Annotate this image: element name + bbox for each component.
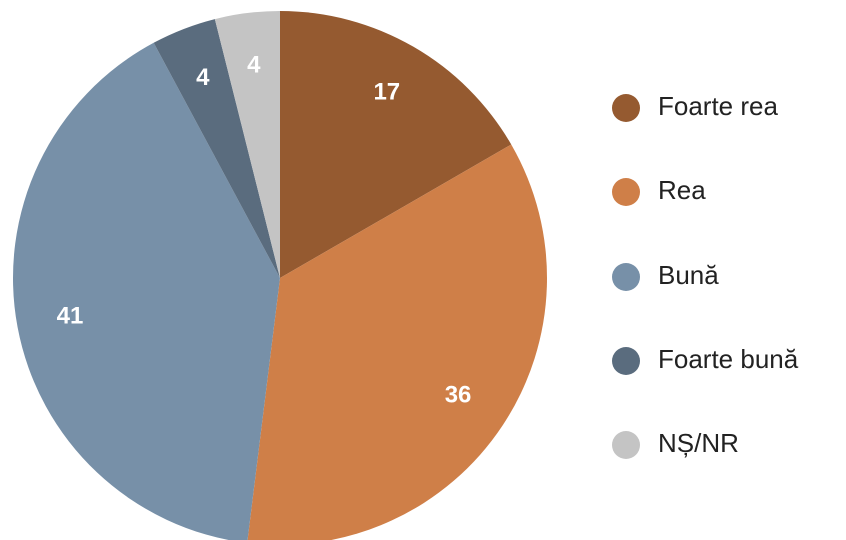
pie-slice xyxy=(153,19,280,279)
legend-label: NȘ/NR xyxy=(658,428,739,458)
slice-label: 17 xyxy=(373,78,400,105)
legend-marker xyxy=(612,178,640,206)
pie-slice xyxy=(13,42,280,540)
legend-label: Foarte rea xyxy=(658,91,778,121)
slice-label: 41 xyxy=(57,303,84,330)
legend-label: Bună xyxy=(658,260,719,290)
legend-marker xyxy=(612,347,640,375)
slice-label: 4 xyxy=(247,51,261,78)
slice-label: 36 xyxy=(445,381,472,408)
pie-slice xyxy=(214,11,280,278)
legend-marker xyxy=(612,263,640,291)
legend-marker xyxy=(612,94,640,122)
pie-slice xyxy=(280,11,512,278)
pie-slice xyxy=(247,144,547,540)
legend-label: Foarte bună xyxy=(658,344,799,374)
legend-label: Rea xyxy=(658,175,706,205)
legend-marker xyxy=(612,431,640,459)
slice-label: 4 xyxy=(196,64,210,91)
